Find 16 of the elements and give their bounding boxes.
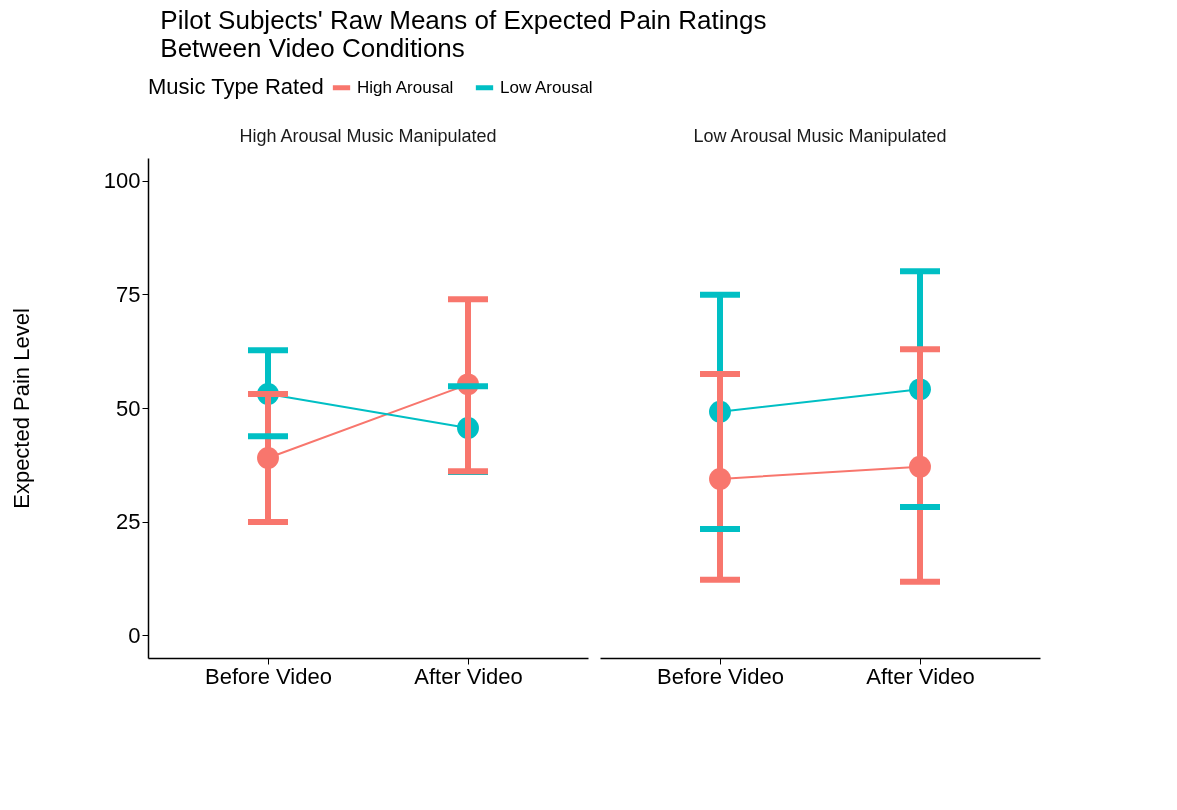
x-tick-label: After Video (414, 663, 523, 689)
y-axis-title: Expected Pain Level (8, 308, 34, 509)
legend-title: Music Type Rated (148, 74, 324, 99)
legend-label: High Arousal (357, 77, 454, 97)
legend-label: Low Arousal (500, 77, 593, 97)
y-tick-label: 50 (116, 395, 141, 421)
chart-subtitle: Low Arousal Music Manipulated (693, 126, 947, 146)
y-tick-label: 100 (103, 168, 141, 194)
x-tick-label: Before Video (657, 663, 784, 689)
chart-title: Pilot Subjects' Raw Means of Expected Pain Ratings Between Video Conditions (160, 5, 767, 63)
x-tick-label: Before Video (205, 663, 332, 689)
y-tick-label: 0 (128, 622, 141, 648)
x-tick-label: After Video (866, 663, 975, 689)
chart-subtitle: High Arousal Music Manipulated (239, 126, 497, 146)
y-tick-label: 25 (116, 509, 141, 535)
y-tick-label: 75 (116, 281, 141, 307)
